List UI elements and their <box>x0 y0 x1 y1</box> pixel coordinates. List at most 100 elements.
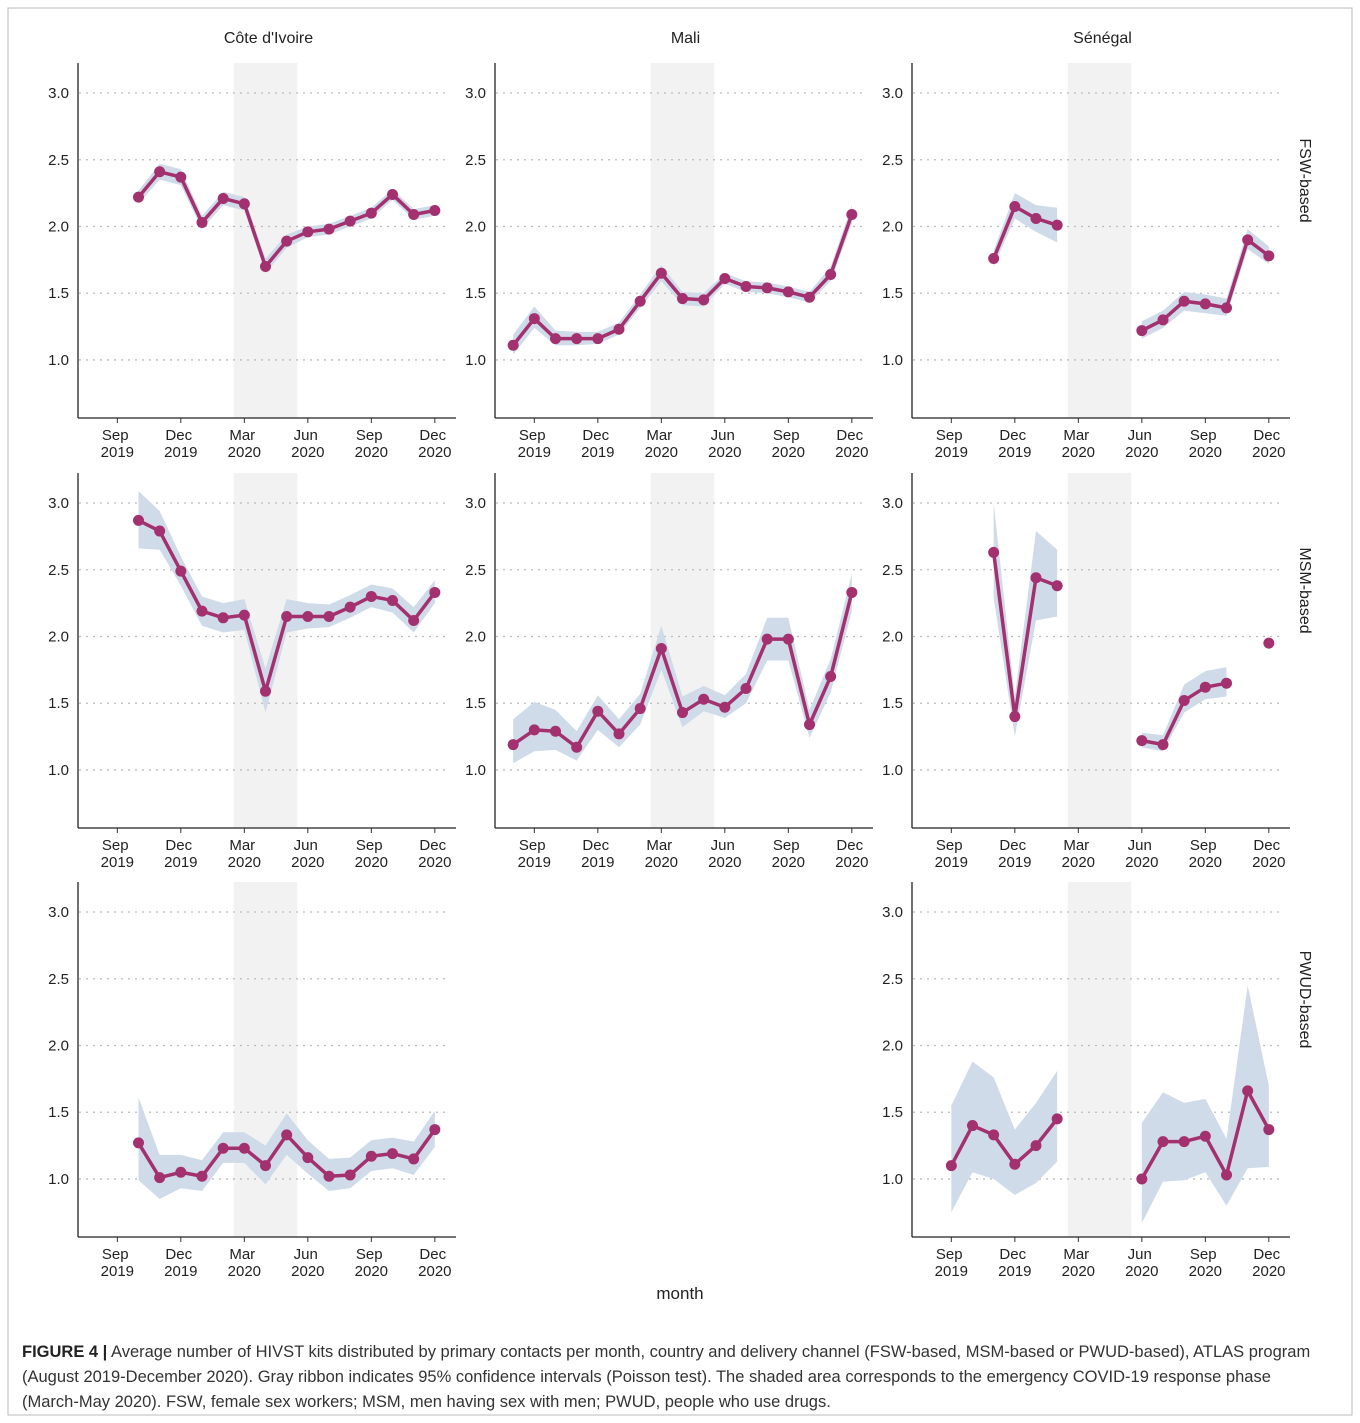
caption: FIGURE 4 | Average number of HIVST kits … <box>22 1340 1332 1415</box>
x-tick-label: Sep 2020 <box>772 427 805 461</box>
y-tick-label: 2.0 <box>882 1037 903 1054</box>
y-tick-label: 1.0 <box>48 1171 69 1188</box>
point <box>761 282 773 294</box>
y-tick-label: 1.5 <box>465 695 486 712</box>
x-tick-label: Sep 2019 <box>935 1246 968 1280</box>
y-tick-label: 2.5 <box>48 971 69 988</box>
x-tick-label: Dec 2019 <box>581 427 614 461</box>
x-tick-label: Sep 2020 <box>355 837 388 871</box>
point <box>154 525 166 537</box>
x-tick-label: Jun 2020 <box>291 1246 324 1280</box>
point <box>1263 250 1275 262</box>
x-tick-label: Sep 2020 <box>772 837 805 871</box>
point <box>1030 1140 1042 1152</box>
y-tick-label: 1.5 <box>465 285 486 302</box>
confidence-ribbon <box>1141 985 1269 1223</box>
confidence-ribbon <box>138 1097 435 1199</box>
line <box>991 552 1058 719</box>
y-tick-label: 1.0 <box>48 762 69 779</box>
y-tick-label: 1.5 <box>882 695 903 712</box>
point <box>740 281 752 293</box>
point <box>634 295 646 307</box>
point <box>1178 695 1190 707</box>
y-tick-label: 2.0 <box>48 1037 69 1054</box>
x-tick-label: Sep 2020 <box>1189 837 1222 871</box>
y-tick-label: 1.5 <box>882 1104 903 1121</box>
x-tick-label: Dec 2020 <box>835 427 868 461</box>
point <box>365 590 377 602</box>
x-tick-label: Dec 2020 <box>835 837 868 871</box>
point <box>804 291 815 303</box>
y-tick-label: 3.0 <box>882 85 903 102</box>
y-tick-label: 1.5 <box>882 285 903 302</box>
point <box>302 610 314 622</box>
y-tick-label: 1.0 <box>882 762 903 779</box>
point <box>1009 1158 1021 1170</box>
x-tick-label: Sep 2019 <box>935 837 968 871</box>
x-tick-label: Sep 2020 <box>355 1246 388 1280</box>
point <box>825 269 837 281</box>
y-tick-label: 1.0 <box>465 762 486 779</box>
y-tick-label: 3.0 <box>48 85 69 102</box>
x-tick-label: Dec 2019 <box>998 1246 1031 1280</box>
point <box>825 671 837 683</box>
point <box>344 215 356 227</box>
x-tick-label: Sep 2019 <box>935 427 968 461</box>
y-tick-label: 2.0 <box>882 628 903 645</box>
y-tick-label: 1.5 <box>48 695 69 712</box>
panel: 1.0 1.5 2.0 2.5 3.0 Sep 2019 Dec 2019 Mar 2020 J… <box>882 63 1290 461</box>
point <box>988 253 1000 265</box>
caption-text: Average number of HIVST kits distributed… <box>22 1343 1311 1411</box>
point <box>634 703 646 715</box>
point <box>528 313 540 325</box>
x-tick-label: Sep 2019 <box>101 837 134 871</box>
point <box>846 586 858 598</box>
x-tick-label: Dec 2020 <box>1252 427 1285 461</box>
y-tick-label: 1.0 <box>465 352 486 369</box>
point <box>592 333 604 345</box>
point <box>507 739 519 751</box>
point <box>196 605 208 617</box>
point <box>365 1150 377 1162</box>
y-tick-label: 2.0 <box>48 218 69 235</box>
point <box>154 166 166 178</box>
row-label: PWUD-based <box>1296 951 1313 1049</box>
y-tick-label: 3.0 <box>465 85 486 102</box>
confidence-ribbon <box>993 193 1058 267</box>
x-tick-label: Dec 2019 <box>164 427 197 461</box>
point <box>281 1129 293 1141</box>
x-tick-label: Mar 2020 <box>228 837 261 871</box>
point <box>1157 1136 1169 1148</box>
x-tick-label: Sep 2019 <box>518 427 551 461</box>
point <box>387 1148 398 1160</box>
point <box>281 610 293 622</box>
point <box>408 1153 420 1165</box>
point <box>302 1152 314 1164</box>
caption-label: FIGURE 4 | <box>22 1343 108 1361</box>
point <box>1136 735 1148 747</box>
point <box>988 1129 1000 1141</box>
point <box>1178 295 1190 307</box>
line <box>949 1117 1059 1167</box>
y-tick-label: 1.0 <box>882 1171 903 1188</box>
y-tick-label: 1.0 <box>48 352 69 369</box>
point <box>655 642 667 654</box>
point <box>238 1142 250 1154</box>
x-tick-label: Dec 2020 <box>1252 1246 1285 1280</box>
x-tick-label: Mar 2020 <box>645 837 678 871</box>
point <box>344 1169 356 1181</box>
point <box>217 612 229 624</box>
point <box>1221 302 1232 314</box>
point <box>323 1170 335 1182</box>
panel: 1.0 1.5 2.0 2.5 3.0 Sep 2019 Dec 2019 Mar 2020 J… <box>48 473 456 871</box>
y-tick-label: 2.0 <box>465 218 486 235</box>
point <box>613 323 625 335</box>
emergency-phase-shade <box>233 473 298 828</box>
point <box>967 1120 978 1132</box>
point <box>719 273 731 285</box>
row-label: FSW-based <box>1296 138 1313 222</box>
panel: 1.0 1.5 2.0 2.5 3.0 Sep 2019 Dec 2019 Mar 2020 J… <box>882 882 1290 1280</box>
column-title: Côte d'Ivoire <box>224 30 313 47</box>
point <box>387 188 398 200</box>
y-tick-label: 2.0 <box>48 628 69 645</box>
